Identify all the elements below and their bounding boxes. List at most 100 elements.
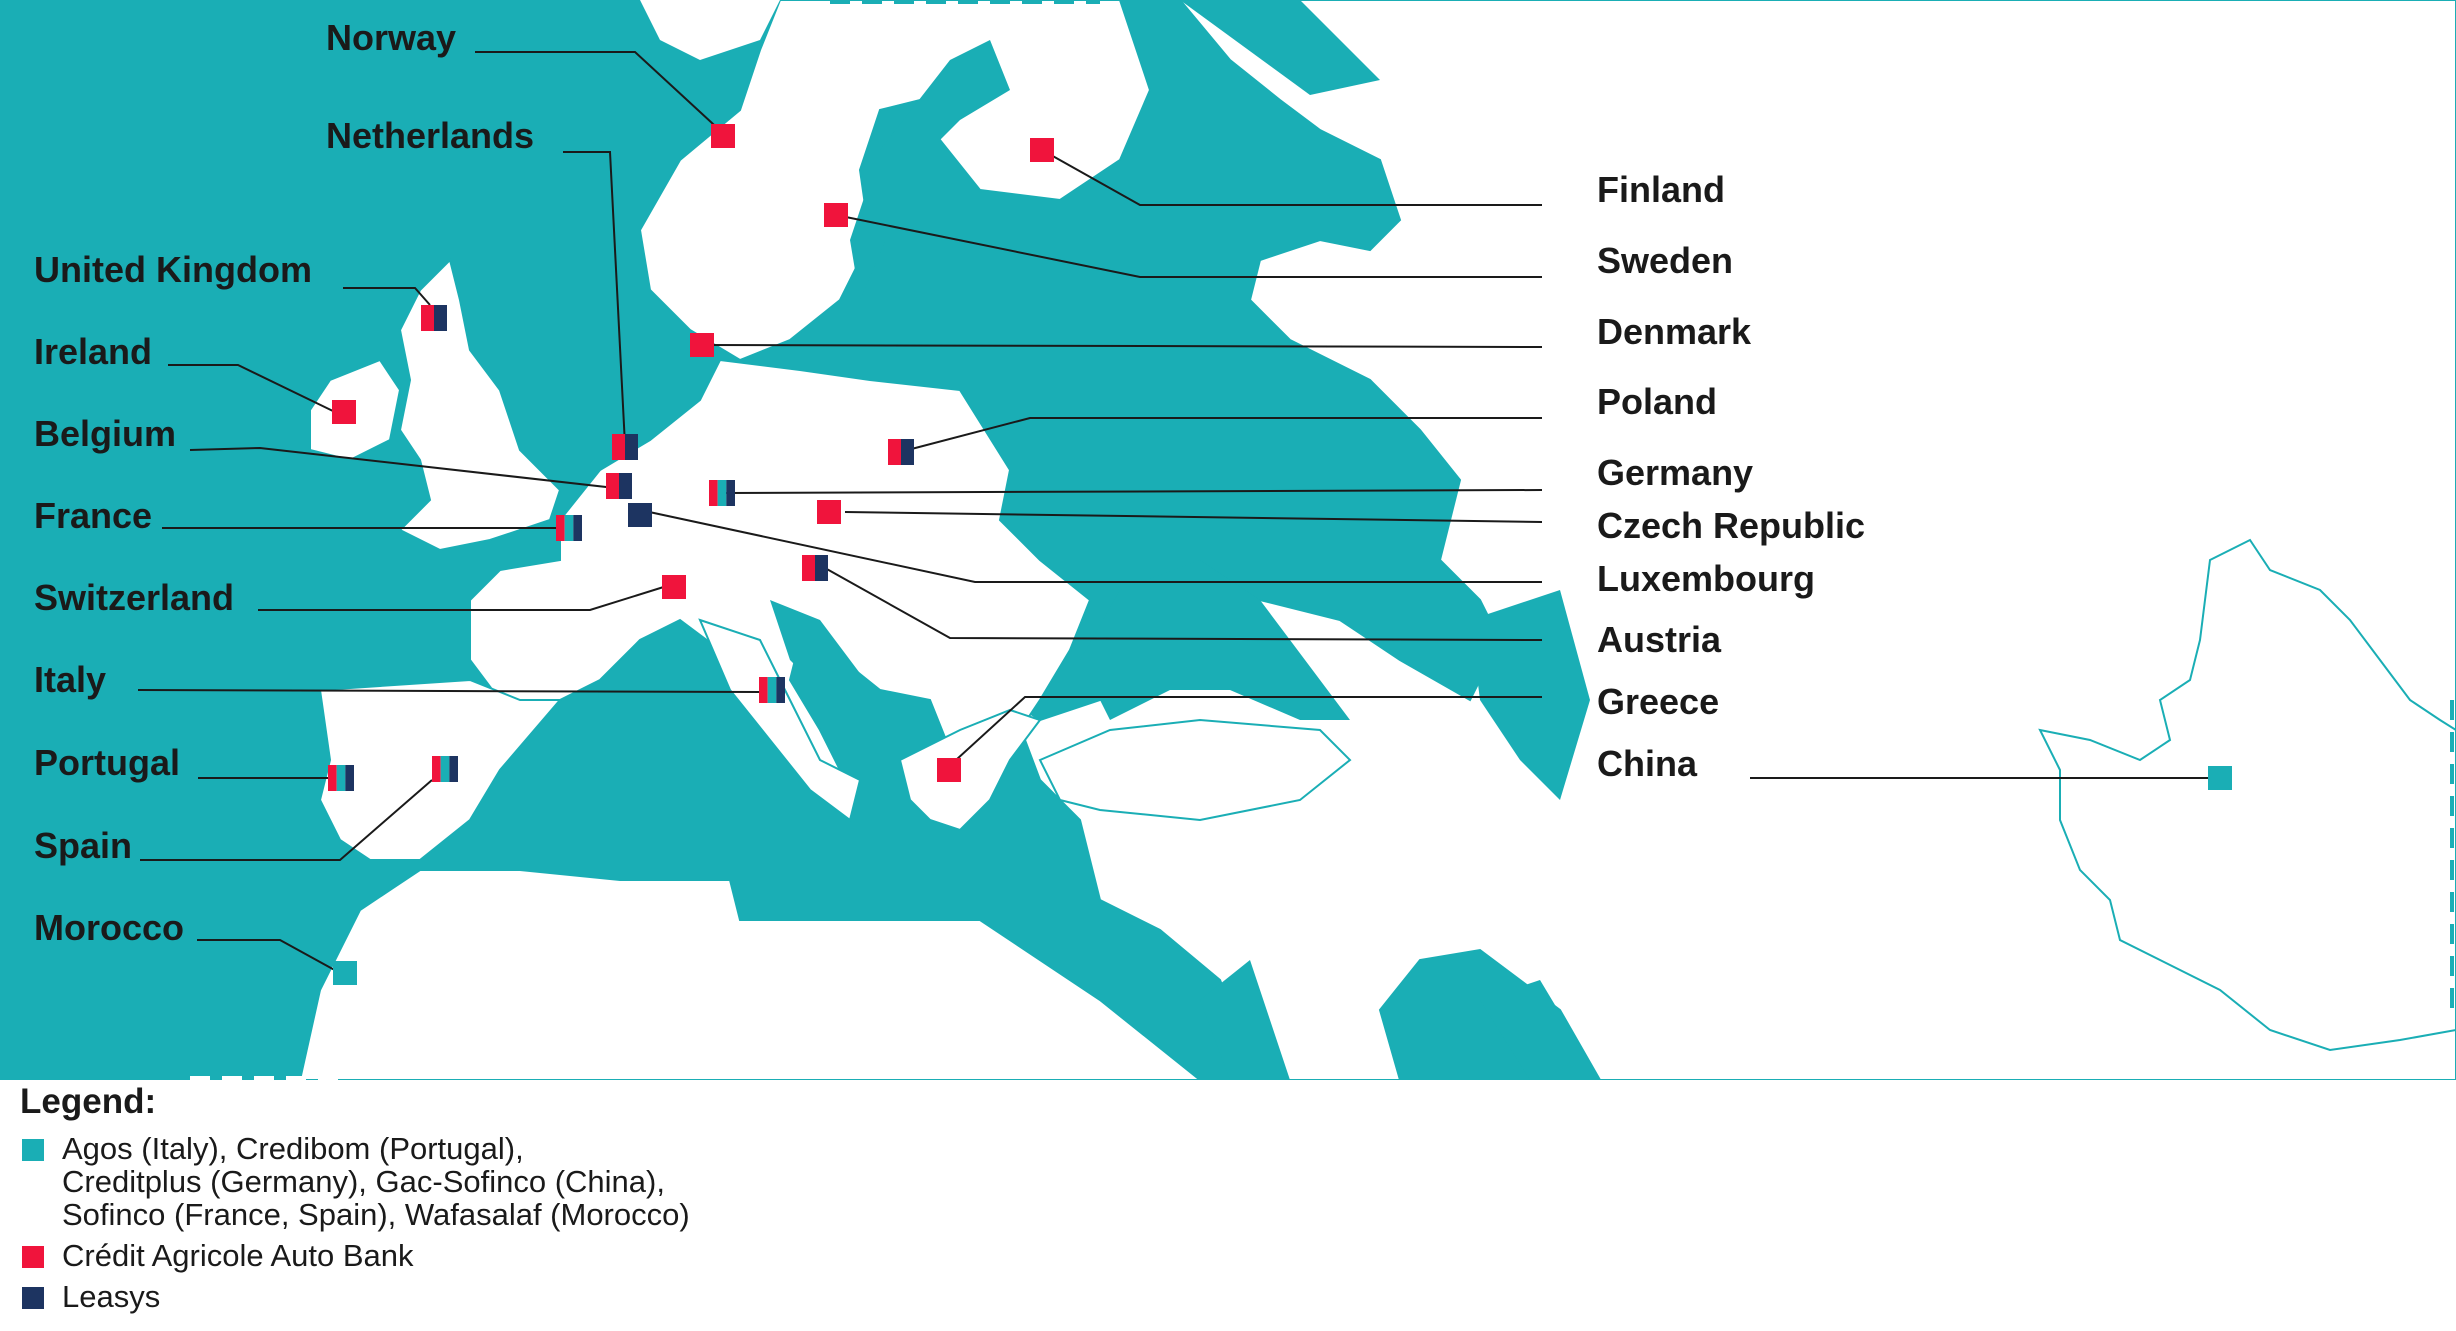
- marker-stripe-ca_auto_bank: [332, 400, 356, 424]
- marker-finland: [1030, 138, 1054, 162]
- label-netherlands: Netherlands: [326, 115, 535, 156]
- label-china: China: [1597, 743, 1698, 784]
- marker-stripe-ca_auto_bank: [937, 758, 961, 782]
- marker-stripe-leasys: [628, 503, 652, 527]
- leader-line-germany: [724, 489, 1543, 494]
- label-spain: Spain: [34, 825, 133, 866]
- leader-lines: [137, 51, 2215, 974]
- legend-swatch-navy: [22, 1287, 44, 1309]
- marker-stripe-leasys: [573, 515, 582, 541]
- marker-stripe-leasys: [776, 677, 785, 703]
- marker-stripe-ca_auto_bank: [328, 765, 337, 791]
- marker-stripe-agos_group: [333, 961, 357, 985]
- marker-austria: [802, 555, 828, 581]
- marker-czech-republic: [817, 500, 841, 524]
- marker-stripe-ca_auto_bank: [802, 555, 815, 581]
- marker-stripe-ca_auto_bank: [432, 756, 441, 782]
- marker-poland: [888, 439, 914, 465]
- marker-morocco: [333, 961, 357, 985]
- marker-stripe-ca_auto_bank: [759, 677, 768, 703]
- markers-layer: [328, 124, 2232, 985]
- leader-line-czech-republic: [844, 511, 1543, 523]
- marker-norway: [711, 124, 735, 148]
- persian-gulf: [1480, 980, 1600, 1080]
- legend-line: Creditplus (Germany), Gac-Sofinco (China…: [62, 1164, 665, 1199]
- marker-stripe-leasys: [625, 434, 638, 460]
- leader-line-sweden: [835, 214, 1542, 278]
- black-sea: [1080, 560, 1350, 720]
- label-denmark: Denmark: [1597, 311, 1752, 352]
- leader-line-norway: [475, 51, 726, 136]
- label-sweden: Sweden: [1597, 240, 1734, 281]
- marker-switzerland: [662, 575, 686, 599]
- marker-netherlands: [612, 434, 638, 460]
- label-switzerland: Switzerland: [34, 577, 235, 618]
- marker-stripe-agos_group: [336, 765, 346, 791]
- label-luxembourg: Luxembourg: [1597, 558, 1816, 599]
- label-italy: Italy: [34, 659, 107, 700]
- land-north-edge: [640, 0, 780, 60]
- marker-greece: [937, 758, 961, 782]
- leader-line-greece: [944, 696, 1542, 771]
- marker-stripe-leasys: [726, 480, 735, 506]
- marker-stripe-agos_group: [2208, 766, 2232, 790]
- legend-line: Leasys: [62, 1279, 161, 1314]
- marker-stripe-ca_auto_bank: [824, 203, 848, 227]
- marker-stripe-agos_group: [767, 677, 777, 703]
- land-turkey: [1038, 718, 1352, 822]
- legend-line: Crédit Agricole Auto Bank: [62, 1238, 414, 1273]
- land-north-africa: [298, 869, 1202, 1080]
- label-belgium: Belgium: [34, 413, 177, 454]
- marker-stripe-leasys: [345, 765, 354, 791]
- marker-luxembourg: [628, 503, 652, 527]
- marker-belgium: [606, 473, 632, 499]
- leader-line-morocco: [197, 939, 341, 974]
- marker-stripe-agos_group: [717, 480, 727, 506]
- legend-item-ca-auto-bank: Crédit Agricole Auto Bank: [20, 1239, 920, 1272]
- marker-stripe-leasys: [901, 439, 914, 465]
- leader-line-belgium: [189, 446, 616, 489]
- label-morocco: Morocco: [34, 907, 185, 948]
- leader-line-austria: [824, 567, 1543, 641]
- marker-stripe-ca_auto_bank: [690, 333, 714, 357]
- legend-text-agos-group: Agos (Italy), Credibom (Portugal), Credi…: [62, 1132, 920, 1231]
- europe-china-map: [0, 0, 2456, 1080]
- marker-germany: [709, 480, 735, 506]
- legend: Legend: Agos (Italy), Credibom (Portugal…: [20, 1082, 920, 1321]
- leader-line-luxembourg: [639, 509, 1542, 583]
- label-united-kingdom: United Kingdom: [34, 249, 312, 290]
- marker-stripe-ca_auto_bank: [606, 473, 619, 499]
- marker-portugal: [328, 765, 354, 791]
- label-norway: Norway: [326, 17, 457, 58]
- marker-stripe-leasys: [434, 305, 447, 331]
- label-poland: Poland: [1597, 381, 1718, 422]
- marker-stripe-leasys: [619, 473, 632, 499]
- marker-ireland: [332, 400, 356, 424]
- leader-line-spain: [140, 779, 433, 861]
- marker-france: [556, 515, 582, 541]
- label-czech-republic: Czech Republic: [1597, 505, 1866, 546]
- legend-item-agos-group: Agos (Italy), Credibom (Portugal), Credi…: [20, 1132, 920, 1231]
- marker-stripe-ca_auto_bank: [888, 439, 901, 465]
- marker-stripe-ca_auto_bank: [556, 515, 565, 541]
- legend-item-leasys: Leasys: [20, 1280, 920, 1313]
- marker-china: [2208, 766, 2232, 790]
- label-austria: Austria: [1597, 619, 1722, 660]
- marker-denmark: [690, 333, 714, 357]
- label-germany: Germany: [1597, 452, 1754, 493]
- label-greece: Greece: [1597, 681, 1720, 722]
- marker-sweden: [824, 203, 848, 227]
- leader-line-united-kingdom: [343, 287, 431, 306]
- marker-italy: [759, 677, 785, 703]
- caspian-sea: [1470, 590, 1590, 800]
- leader-line-finland: [1041, 149, 1542, 206]
- marker-stripe-agos_group: [564, 515, 574, 541]
- marker-stripe-leasys: [449, 756, 458, 782]
- legend-line: Agos (Italy), Credibom (Portugal),: [62, 1131, 524, 1166]
- marker-stripe-ca_auto_bank: [817, 500, 841, 524]
- gulf-of-bothnia: [850, 40, 1010, 300]
- leader-line-denmark: [701, 344, 1543, 348]
- marker-stripe-ca_auto_bank: [662, 575, 686, 599]
- legend-swatch-red: [22, 1246, 44, 1268]
- label-portugal: Portugal: [34, 742, 181, 783]
